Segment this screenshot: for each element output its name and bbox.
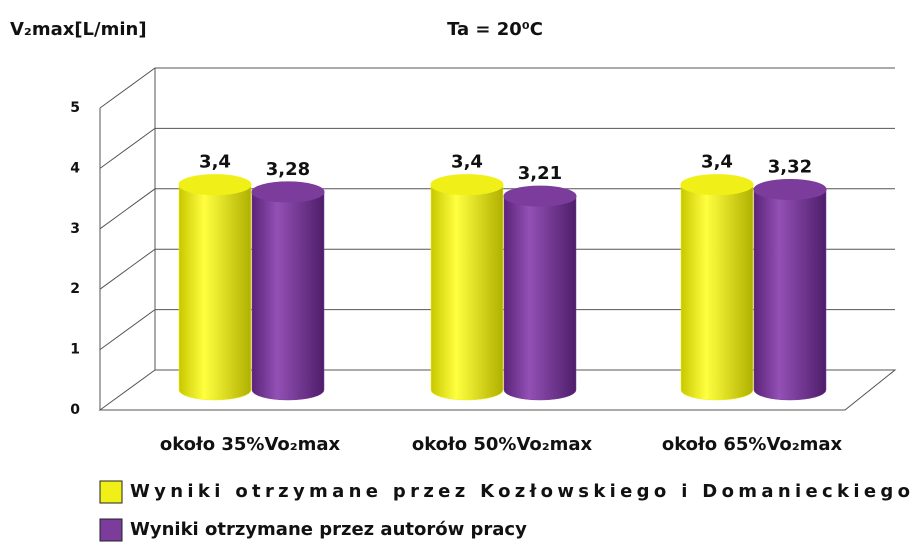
x-tick-label: około 65%Vo₂max <box>662 434 843 455</box>
bar-top <box>251 181 325 203</box>
grid-line <box>99 309 895 351</box>
x-tick-label: około 35%Vo₂max <box>160 434 341 455</box>
data-label: 3,28 <box>266 159 310 180</box>
legend-label: Wyniki otrzymane przez autorów pracy <box>130 519 527 540</box>
grid-line <box>99 127 895 169</box>
bar-top <box>680 174 754 196</box>
bar <box>430 184 504 401</box>
bar <box>178 184 252 401</box>
y-tick-label: 0 <box>70 402 80 418</box>
data-label: 3,4 <box>701 152 733 173</box>
y-tick-label: 5 <box>70 100 80 116</box>
bar <box>680 184 754 401</box>
y-tick-label: 4 <box>70 160 80 176</box>
grid-line <box>99 248 895 290</box>
bar-top <box>178 174 252 196</box>
grid-line <box>99 67 895 109</box>
y-tick-label: 3 <box>70 221 80 237</box>
bar <box>503 196 577 401</box>
y-axis-label: V₂max[L/min] <box>10 19 147 40</box>
bar-top <box>503 185 577 207</box>
chart-title: Ta = 20⁰C <box>447 19 543 40</box>
bar-top <box>753 178 827 200</box>
legend-swatch <box>99 518 123 542</box>
floor <box>98 369 897 411</box>
bar <box>753 189 827 401</box>
bar-top <box>430 174 504 196</box>
data-label: 3,32 <box>768 156 812 177</box>
data-label: 3,4 <box>451 152 483 173</box>
legend-label: Wyniki otrzymane przez Kozłowskiego i Do… <box>130 481 910 502</box>
bar <box>251 191 325 401</box>
data-label: 3,4 <box>199 152 231 173</box>
y-tick-label: 1 <box>70 342 80 358</box>
x-tick-label: około 50%Vo₂max <box>412 434 593 455</box>
y-tick-label: 2 <box>70 281 80 297</box>
grid-line <box>99 188 895 230</box>
legend-swatch <box>99 480 123 504</box>
data-label: 3,21 <box>518 163 562 184</box>
